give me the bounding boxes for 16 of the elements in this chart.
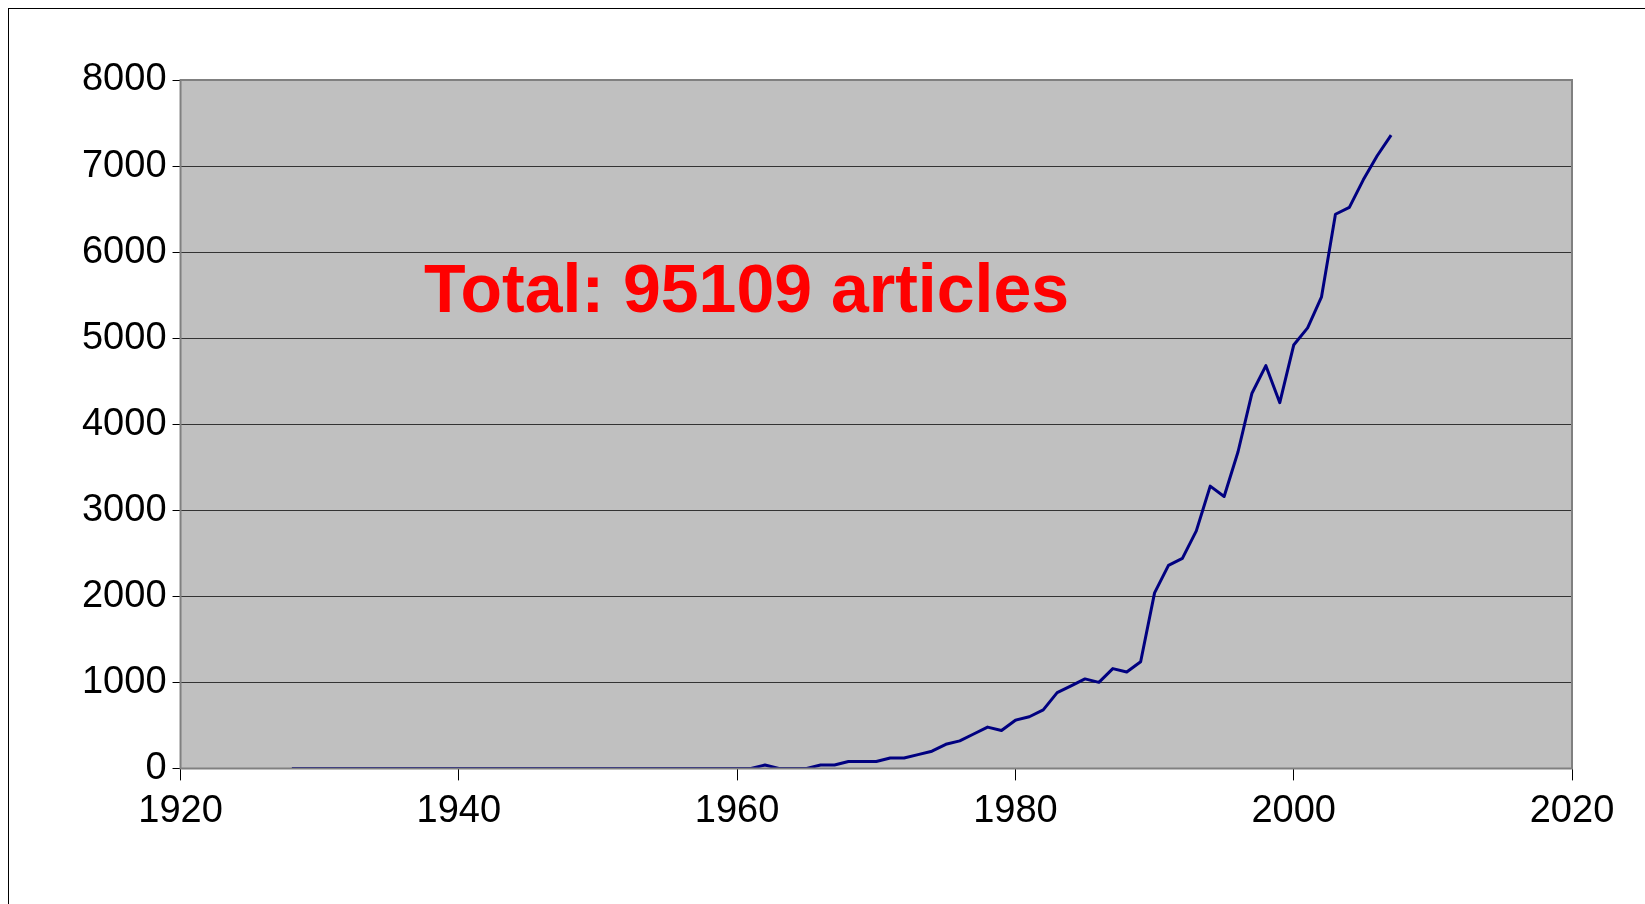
x-tick-label: 2000: [1251, 787, 1336, 830]
x-tick-label: 1940: [416, 787, 502, 830]
y-tick-label: 0: [145, 744, 167, 787]
x-tick-label: 1980: [973, 787, 1058, 830]
x-tick-label: 1960: [694, 787, 780, 830]
y-tick-label: 3000: [81, 486, 167, 529]
y-tick-label: 7000: [81, 142, 167, 185]
y-tick-label: 1000: [81, 658, 167, 701]
x-tick-label: 1920: [138, 787, 223, 830]
y-tick-label: 5000: [81, 314, 167, 357]
y-tick-label: 2000: [81, 572, 167, 615]
x-tick-label: 2020: [1529, 787, 1615, 830]
annotation: Total: 95109 articles: [424, 250, 1070, 327]
y-tick-label: 4000: [81, 400, 167, 443]
y-tick-label: 6000: [81, 228, 167, 271]
y-tick-label: 8000: [81, 56, 167, 99]
